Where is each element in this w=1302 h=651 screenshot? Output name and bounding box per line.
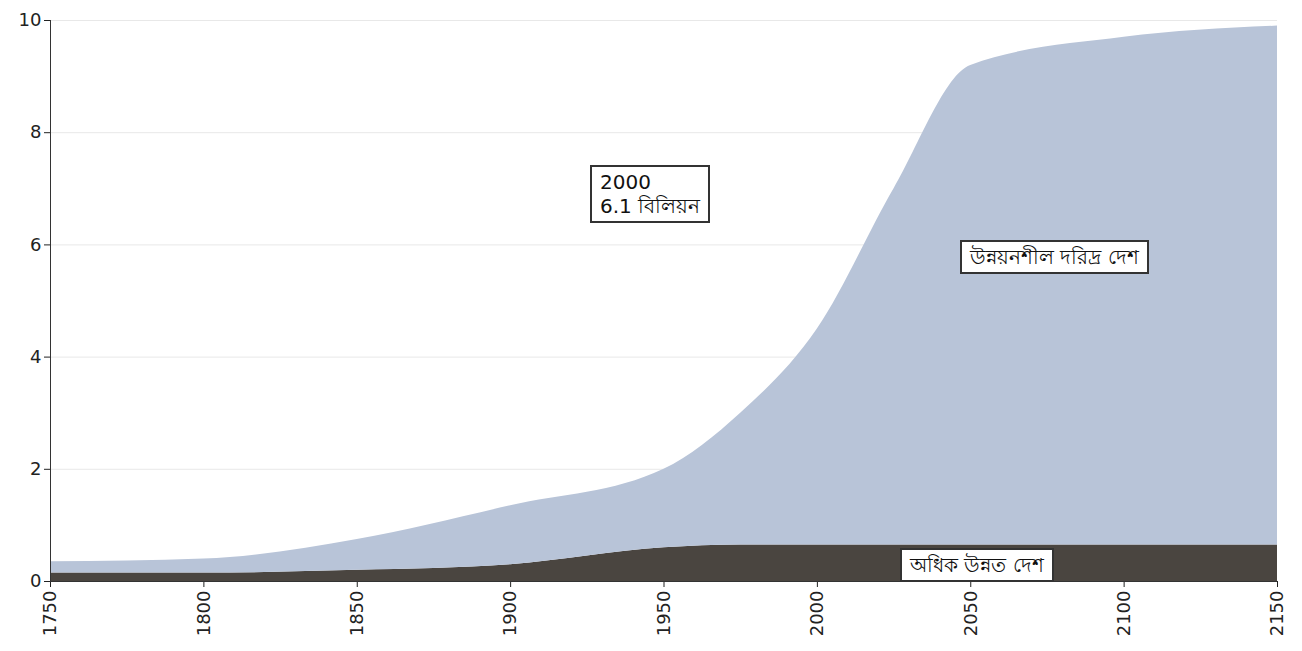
html-text:অধিক উন্নত দেশ: অধিক উন্নত দেশ [910, 553, 1044, 577]
svg-text:8: 8 [30, 121, 41, 142]
html-text:উন্নয়নশীল দরিদ্র দেশ: উন্নয়নশীল দরিদ্র দেশ [970, 245, 1139, 269]
html-text:2000: 2000 [600, 170, 651, 194]
svg-text:1800: 1800 [193, 591, 214, 637]
svg-text:0: 0 [30, 570, 41, 591]
svg-text:2: 2 [30, 458, 41, 479]
svg-text:2000: 2000 [806, 591, 827, 637]
html-text:6.1 বিলিয়ন: 6.1 বিলিয়ন [600, 194, 701, 218]
svg-text:2100: 2100 [1113, 591, 1134, 637]
svg-text:6: 6 [30, 234, 41, 255]
svg-text:4: 4 [30, 346, 41, 367]
svg-text:2050: 2050 [960, 591, 981, 637]
svg-text:1950: 1950 [653, 591, 674, 637]
svg-text:1900: 1900 [499, 591, 520, 637]
svg-text:2150: 2150 [1266, 591, 1287, 637]
svg-text:1750: 1750 [39, 591, 60, 637]
svg-text:1850: 1850 [346, 591, 367, 637]
svg-text:10: 10 [19, 9, 42, 30]
